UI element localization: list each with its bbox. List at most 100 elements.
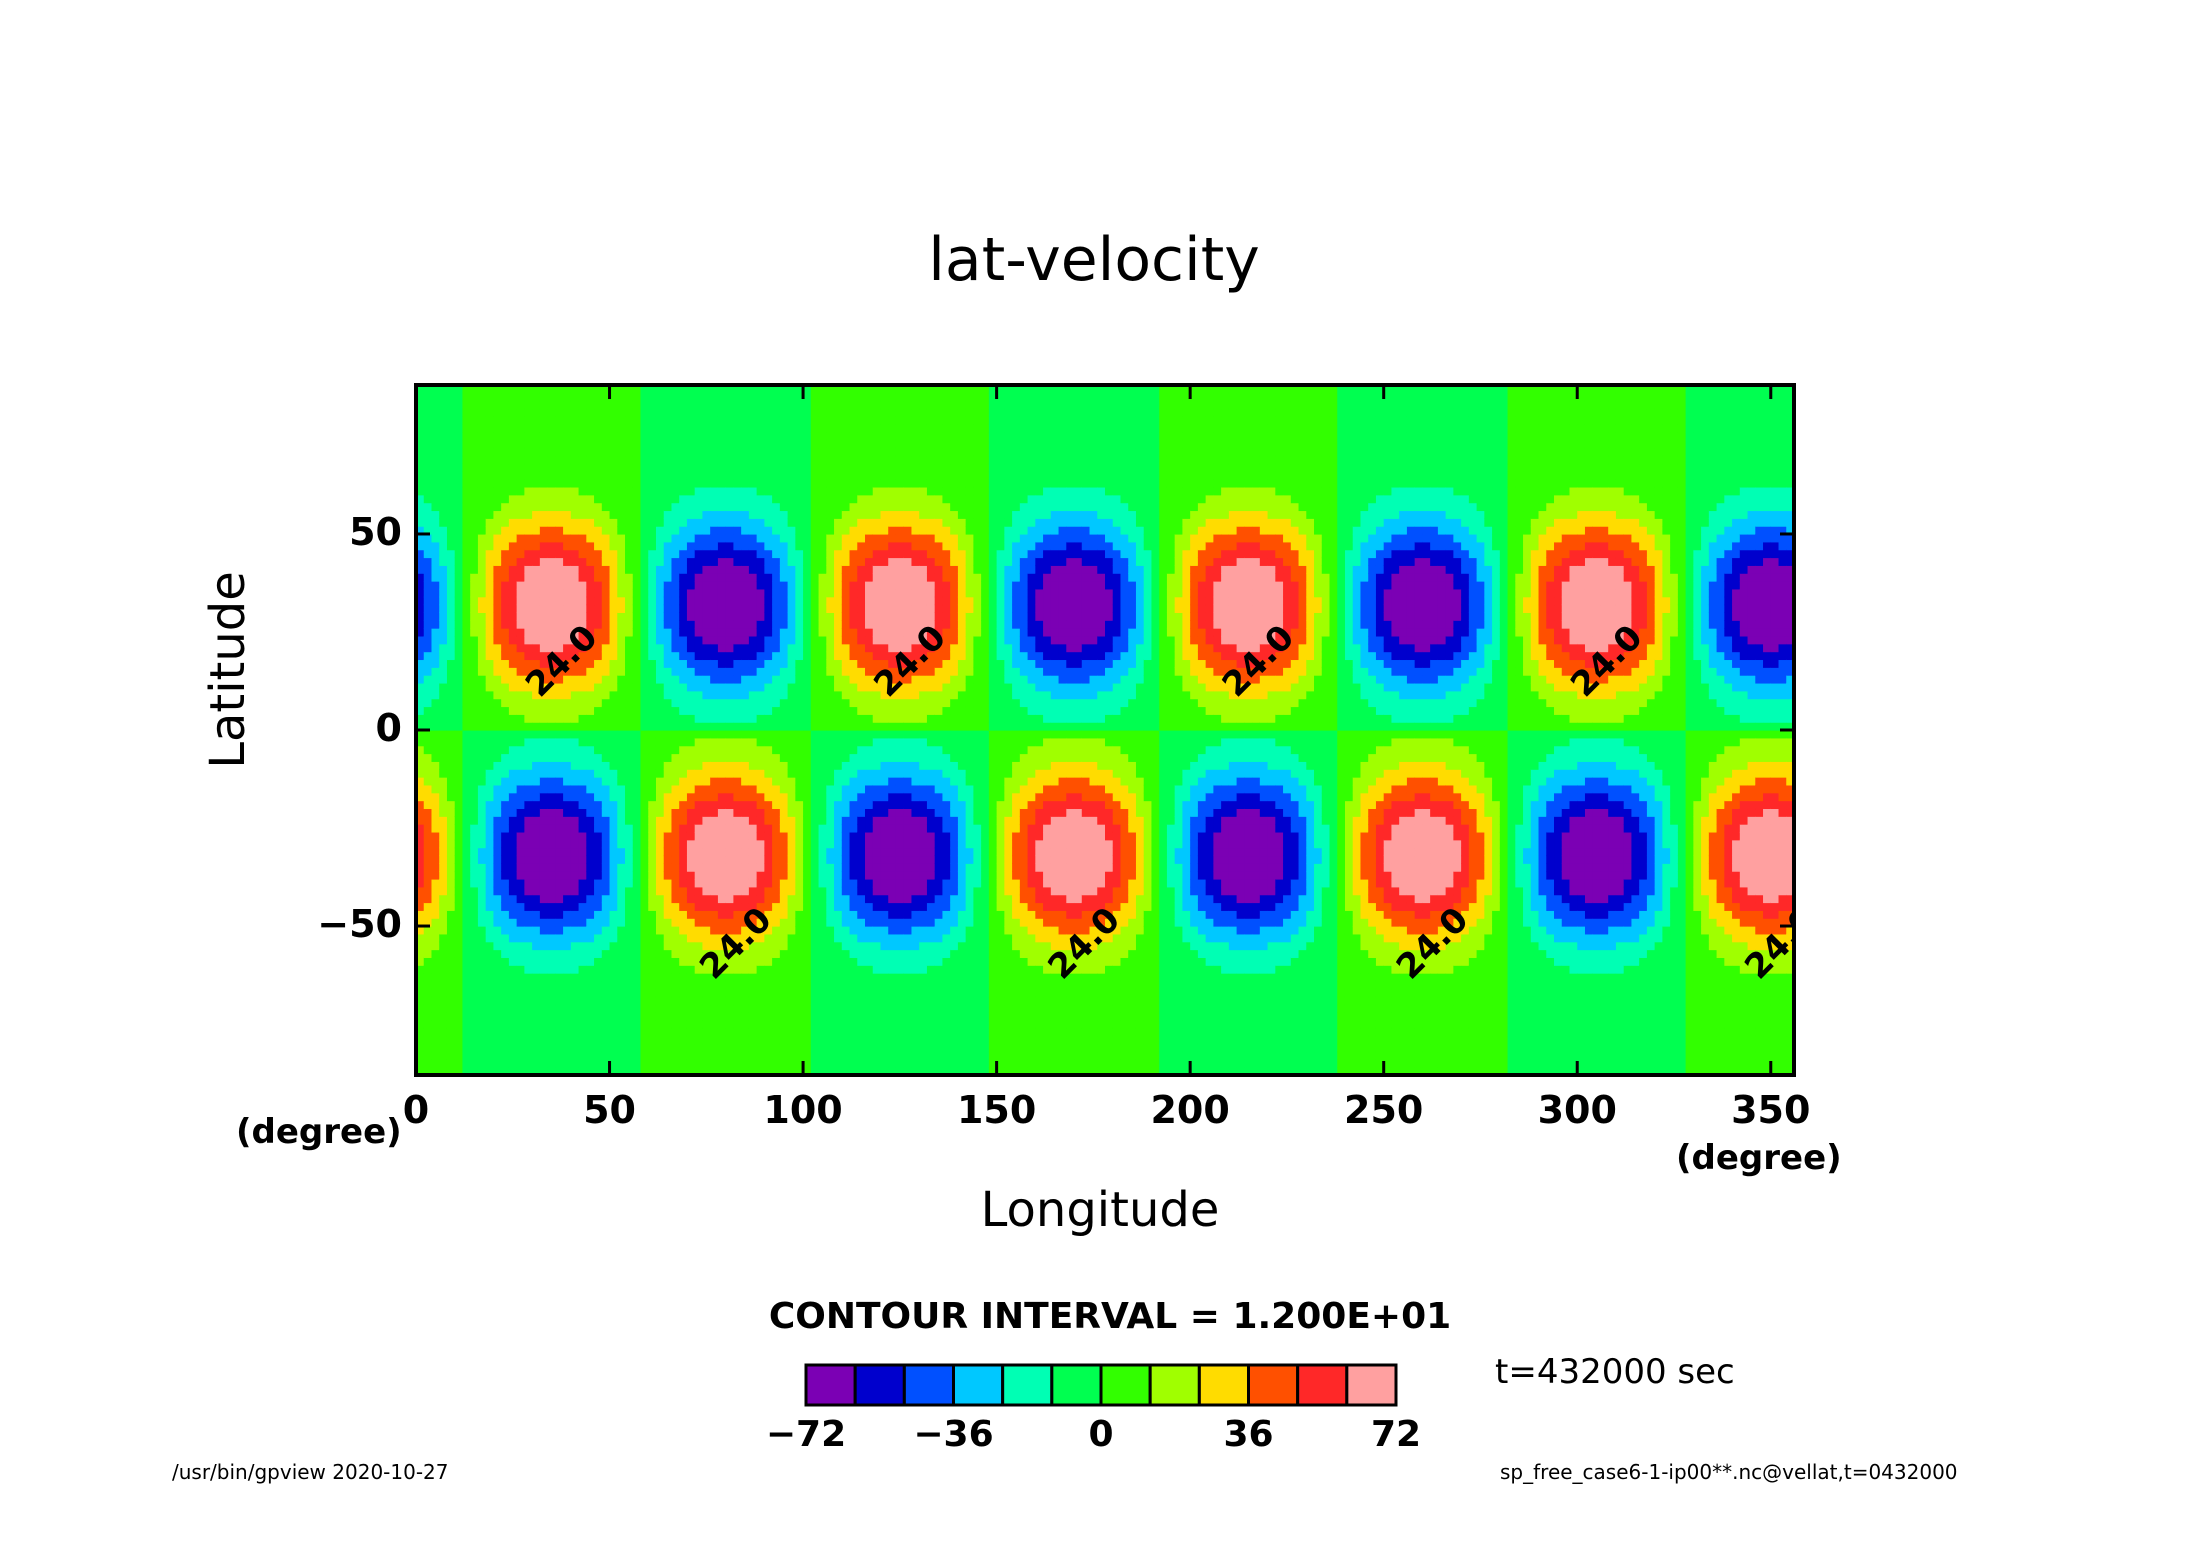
field-cell <box>524 643 533 653</box>
field-cell <box>501 863 510 872</box>
field-cell <box>741 526 750 535</box>
field-cell <box>462 871 471 880</box>
field-cell <box>493 1043 502 1053</box>
field-cell <box>725 1027 735 1037</box>
field-cell <box>547 698 556 708</box>
field-cell <box>748 541 758 551</box>
field-cell <box>609 651 618 661</box>
field-cell <box>834 526 843 535</box>
field-cell <box>725 980 735 990</box>
field-cell <box>462 706 471 715</box>
field-cell <box>810 910 820 919</box>
field-cell <box>454 667 464 676</box>
field-cell <box>547 980 556 990</box>
field-cell <box>725 432 735 441</box>
field-cell <box>679 894 688 904</box>
field-cell <box>756 596 765 606</box>
field-cell <box>640 1004 649 1013</box>
field-cell <box>849 659 858 668</box>
field-cell <box>609 910 618 919</box>
field-cell <box>625 471 634 480</box>
field-cell <box>586 1012 595 1021</box>
field-cell <box>524 855 533 864</box>
field-cell <box>594 620 603 629</box>
field-cell <box>625 667 634 676</box>
field-cell <box>795 855 804 864</box>
field-cell <box>725 722 735 731</box>
field-cell <box>803 1035 812 1045</box>
field-cell <box>841 777 851 786</box>
field-cell <box>501 400 510 410</box>
field-cell <box>779 1051 789 1060</box>
field-cell <box>431 392 440 402</box>
field-cell <box>617 745 626 755</box>
field-cell <box>772 659 781 668</box>
field-cell <box>779 463 789 472</box>
field-cell <box>493 957 502 966</box>
field-cell <box>663 1067 673 1075</box>
field-cell <box>532 439 541 449</box>
field-cell <box>454 1020 464 1029</box>
field-cell <box>694 486 704 496</box>
field-cell <box>625 620 634 629</box>
field-cell <box>648 871 657 880</box>
field-cell <box>686 698 696 708</box>
field-cell <box>508 510 518 519</box>
field-cell <box>485 494 495 504</box>
field-cell <box>539 604 549 613</box>
field-cell <box>671 737 680 747</box>
field-cell <box>578 988 587 998</box>
field-cell <box>787 557 796 566</box>
field-cell <box>702 596 711 606</box>
field-cell <box>710 659 719 668</box>
field-cell <box>679 541 688 551</box>
field-cell <box>594 824 603 833</box>
field-cell <box>717 1035 727 1045</box>
field-cell <box>663 816 673 825</box>
field-cell <box>671 651 680 661</box>
field-cell <box>655 973 665 982</box>
field-cell <box>477 471 487 480</box>
field-cell <box>601 847 611 857</box>
field-cell <box>748 1059 758 1068</box>
field-cell <box>741 1012 750 1021</box>
field-cell <box>686 675 696 684</box>
field-cell <box>485 808 495 817</box>
field-cell <box>655 424 665 433</box>
field-cell <box>710 769 719 778</box>
field-cell <box>578 675 587 684</box>
field-cell <box>849 581 858 590</box>
field-cell <box>803 839 812 849</box>
field-cell <box>477 886 487 896</box>
field-cell <box>772 533 781 543</box>
field-cell <box>818 651 827 661</box>
field-cell <box>849 1012 858 1021</box>
field-cell <box>803 1012 812 1021</box>
field-cell <box>578 533 587 543</box>
field-cell <box>454 784 464 794</box>
field-cell <box>810 824 820 833</box>
field-cell <box>524 777 533 786</box>
field-cell <box>810 581 820 590</box>
field-cell <box>493 980 502 990</box>
field-cell <box>477 910 487 919</box>
field-cell <box>578 745 587 755</box>
field-cell <box>710 643 719 653</box>
field-cell <box>625 541 634 551</box>
field-cell <box>431 1020 440 1029</box>
field-cell <box>648 847 657 857</box>
field-cell <box>477 878 487 888</box>
field-cell <box>423 737 433 747</box>
field-cell <box>547 533 556 543</box>
field-cell <box>779 973 789 982</box>
field-cell <box>508 541 518 551</box>
field-cell <box>810 439 820 449</box>
field-cell <box>586 839 595 849</box>
field-cell <box>725 800 735 810</box>
field-cell <box>477 494 487 504</box>
field-cell <box>516 722 525 731</box>
field-cell <box>733 682 742 692</box>
field-cell <box>748 933 758 943</box>
field-cell <box>779 926 789 935</box>
field-cell <box>632 573 642 582</box>
